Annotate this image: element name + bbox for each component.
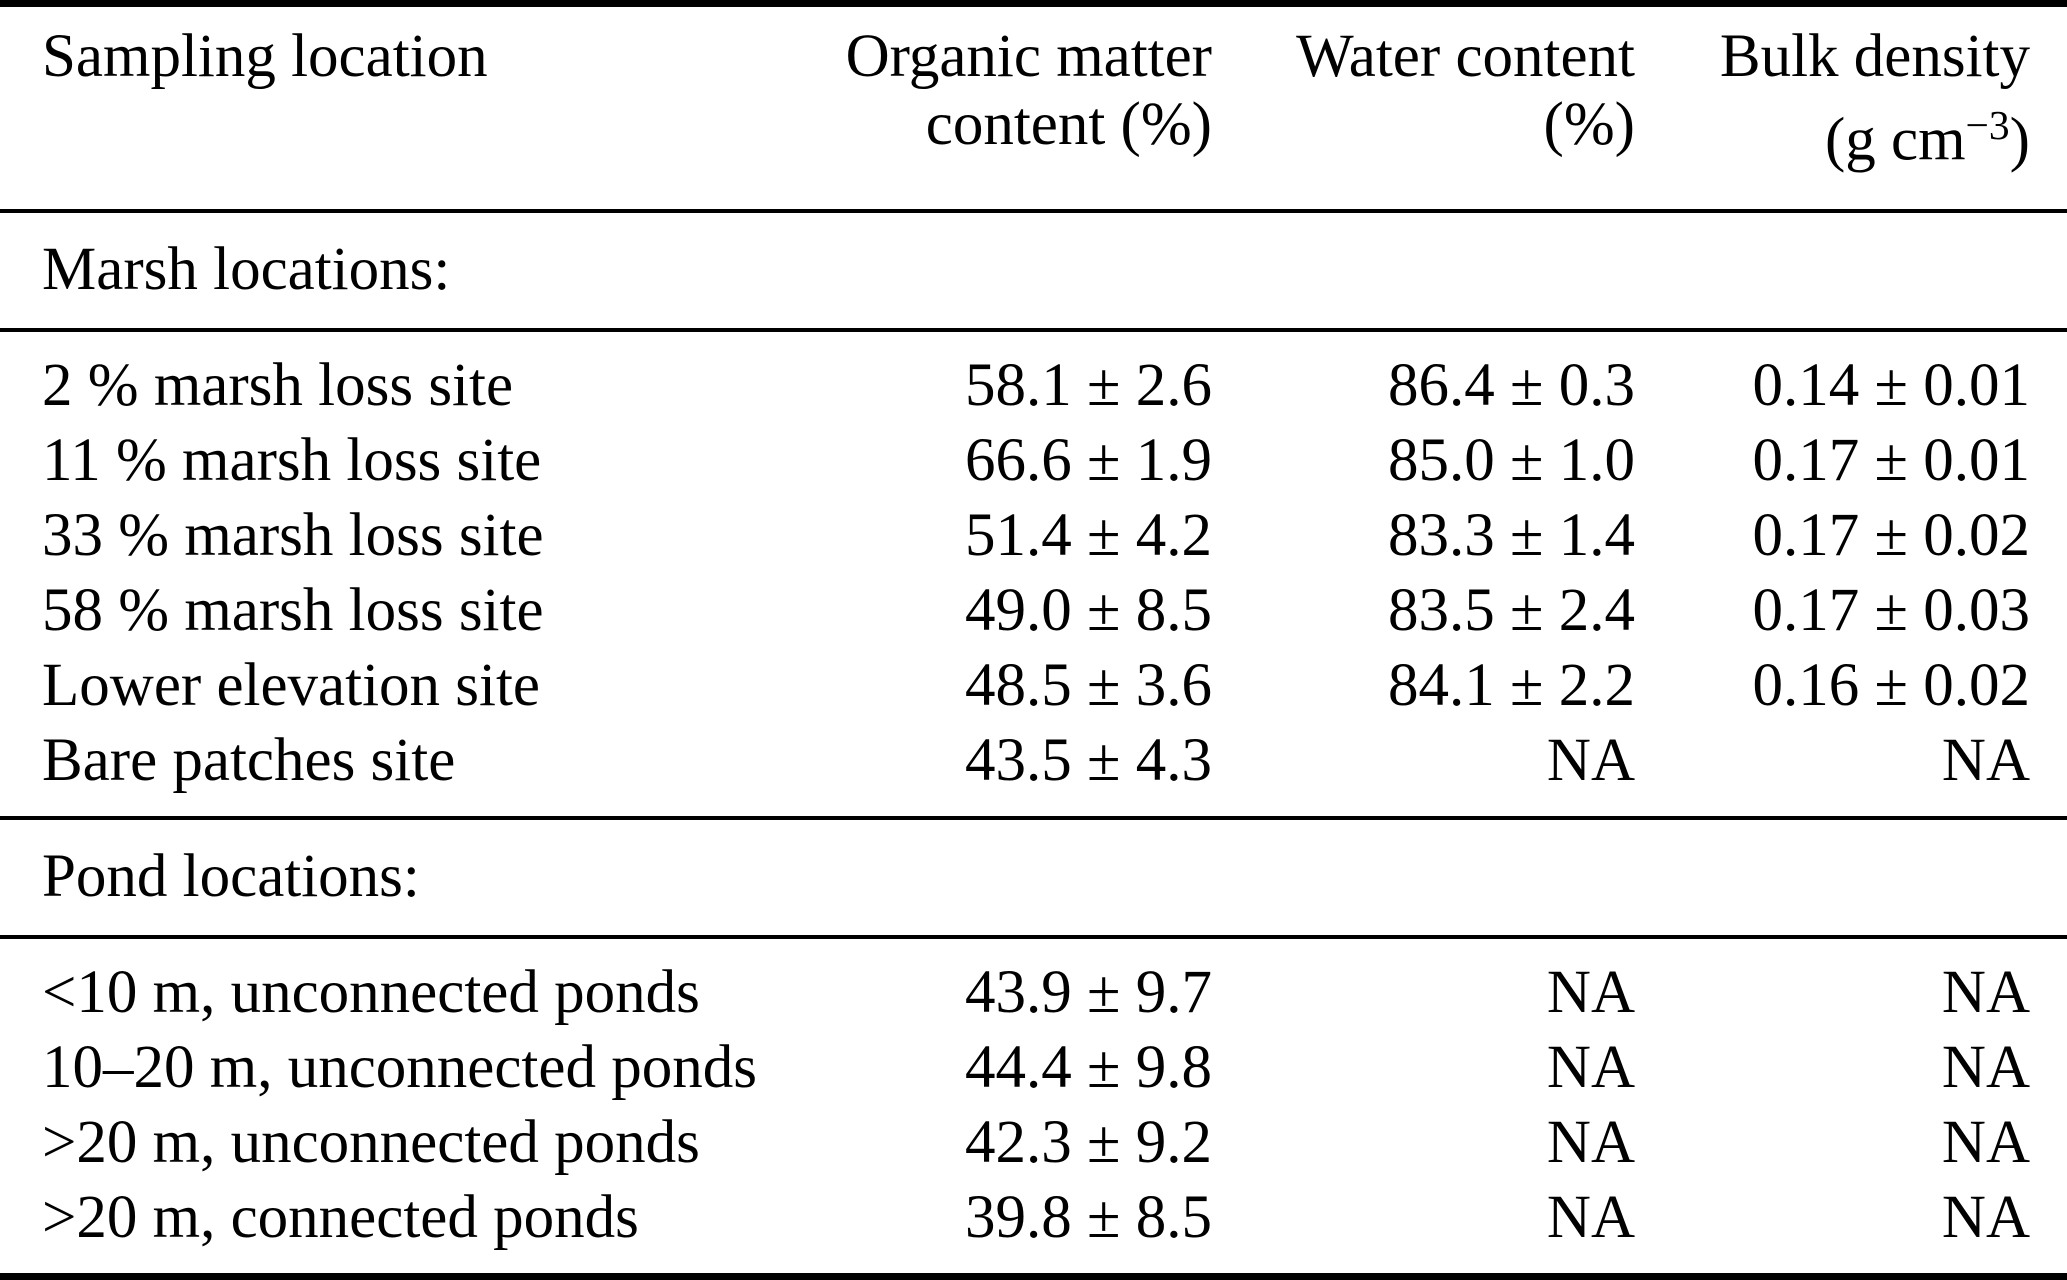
cell-bulk-density: NA	[1941, 1034, 2030, 1102]
cell-water-content: 86.4 ± 0.3	[1388, 352, 1635, 420]
cell-water-content: 84.1 ± 2.2	[1388, 652, 1635, 720]
cell-organic-matter: 66.6 ± 1.9	[965, 427, 1212, 495]
cell-organic-matter: 44.4 ± 9.8	[965, 1034, 1212, 1102]
table-row: 58 % marsh loss site 49.0 ± 8.5 83.5 ± 2…	[0, 574, 2067, 649]
cell-organic-matter: 43.9 ± 9.7	[965, 959, 1212, 1027]
cell-bulk-density: NA	[1941, 959, 2030, 1027]
cell-water-content: 85.0 ± 1.0	[1388, 427, 1635, 495]
table-row: 10–20 m, unconnected ponds 44.4 ± 9.8 NA…	[0, 1031, 2067, 1106]
header-line: content (%)	[925, 91, 1212, 158]
header-line: Organic matter	[845, 23, 1212, 90]
header-line: Water content	[1296, 23, 1635, 90]
header-line-unit: (g cm−3)	[1635, 91, 2030, 175]
unit-exponent: −3	[1965, 102, 2010, 148]
header-line: (%)	[1543, 91, 1635, 158]
cell-water-content: NA	[1546, 1109, 1635, 1177]
cell-location: >20 m, connected ponds	[42, 1184, 639, 1252]
unit-suffix: )	[2009, 106, 2030, 174]
cell-water-content: NA	[1546, 959, 1635, 1027]
unit-prefix: (g cm	[1824, 106, 1966, 174]
cell-organic-matter: 51.4 ± 4.2	[965, 502, 1212, 570]
cell-bulk-density: 0.17 ± 0.02	[1752, 502, 2030, 570]
cell-water-content: 83.3 ± 1.4	[1388, 502, 1635, 570]
column-header-sampling-location: Sampling location	[0, 3, 790, 213]
table-row: >20 m, connected ponds 39.8 ± 8.5 NA NA	[0, 1181, 2067, 1277]
table-row: 2 % marsh loss site 58.1 ± 2.6 86.4 ± 0.…	[0, 330, 2067, 424]
header-line: Sampling location	[42, 23, 488, 90]
cell-water-content: 83.5 ± 2.4	[1388, 577, 1635, 645]
cell-bulk-density: 0.17 ± 0.01	[1752, 427, 2030, 495]
table-row: Bare patches site 43.5 ± 4.3 NA NA	[0, 724, 2067, 818]
section-row-pond: Pond locations:	[0, 815, 2067, 939]
cell-bulk-density: NA	[1941, 1109, 2030, 1177]
cell-location: Bare patches site	[42, 727, 456, 795]
table-header: Sampling location Organic matter content…	[0, 3, 2067, 213]
cell-bulk-density: 0.16 ± 0.02	[1752, 652, 2030, 720]
marsh-section: Marsh locations: 2 % marsh loss site 58.…	[0, 208, 2067, 818]
section-title: Marsh locations:	[0, 208, 2067, 332]
cell-organic-matter: 42.3 ± 9.2	[965, 1109, 1212, 1177]
column-header-organic-matter: Organic matter content (%)	[790, 3, 1212, 213]
column-header-bulk-density: Bulk density (g cm−3)	[1635, 3, 2067, 213]
cell-location: Lower elevation site	[42, 652, 540, 720]
cell-organic-matter: 49.0 ± 8.5	[965, 577, 1212, 645]
cell-water-content: NA	[1546, 1034, 1635, 1102]
header-row: Sampling location Organic matter content…	[0, 3, 2067, 213]
cell-location: 33 % marsh loss site	[42, 502, 544, 570]
table-row: 11 % marsh loss site 66.6 ± 1.9 85.0 ± 1…	[0, 424, 2067, 499]
cell-location: <10 m, unconnected ponds	[42, 959, 700, 1027]
header-line: Bulk density	[1719, 23, 2030, 90]
cell-bulk-density: NA	[1941, 727, 2030, 795]
section-row-marsh: Marsh locations:	[0, 208, 2067, 332]
cell-organic-matter: 48.5 ± 3.6	[965, 652, 1212, 720]
cell-bulk-density: NA	[1941, 1184, 2030, 1252]
cell-organic-matter: 43.5 ± 4.3	[965, 727, 1212, 795]
cell-location: 10–20 m, unconnected ponds	[42, 1034, 757, 1102]
table-row: <10 m, unconnected ponds 43.9 ± 9.7 NA N…	[0, 937, 2067, 1031]
cell-location: 58 % marsh loss site	[42, 577, 544, 645]
table-row: 33 % marsh loss site 51.4 ± 4.2 83.3 ± 1…	[0, 499, 2067, 574]
section-title: Pond locations:	[0, 815, 2067, 939]
cell-location: 11 % marsh loss site	[42, 427, 542, 495]
cell-water-content: NA	[1546, 727, 1635, 795]
cell-bulk-density: 0.17 ± 0.03	[1752, 577, 2030, 645]
pond-section: Pond locations: <10 m, unconnected ponds…	[0, 815, 2067, 1277]
cell-organic-matter: 39.8 ± 8.5	[965, 1184, 1212, 1252]
cell-water-content: NA	[1546, 1184, 1635, 1252]
cell-bulk-density: 0.14 ± 0.01	[1752, 352, 2030, 420]
cell-location: >20 m, unconnected ponds	[42, 1109, 700, 1177]
table-row: >20 m, unconnected ponds 42.3 ± 9.2 NA N…	[0, 1106, 2067, 1181]
table-row: Lower elevation site 48.5 ± 3.6 84.1 ± 2…	[0, 649, 2067, 724]
cell-location: 2 % marsh loss site	[42, 352, 514, 420]
cell-organic-matter: 58.1 ± 2.6	[965, 352, 1212, 420]
column-header-water-content: Water content (%)	[1212, 3, 1635, 213]
